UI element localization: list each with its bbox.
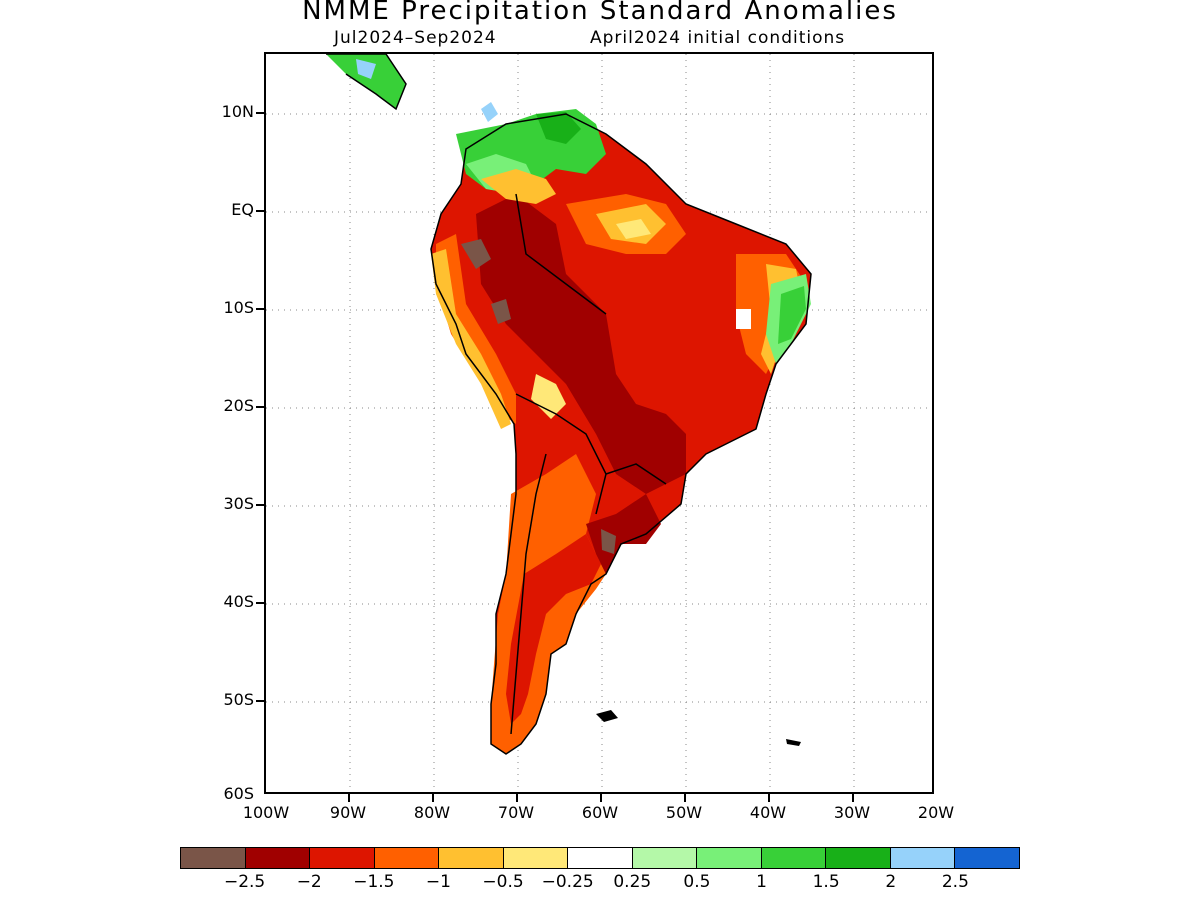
legend-swatch bbox=[310, 848, 375, 868]
coastlines bbox=[326, 54, 812, 755]
x-tick bbox=[516, 794, 518, 802]
lon-label-30w: 30W bbox=[833, 803, 871, 822]
y-tick bbox=[256, 210, 264, 212]
y-tick bbox=[256, 602, 264, 604]
lon-label-90w: 90W bbox=[329, 803, 367, 822]
legend-label: 1.5 bbox=[812, 872, 840, 892]
map-title: NMME Precipitation Standard Anomalies bbox=[302, 0, 898, 26]
legend-label: 1 bbox=[756, 872, 767, 892]
legend-swatch bbox=[245, 848, 311, 868]
continent-fill bbox=[326, 54, 811, 754]
forecast-period: Jul2024–Sep2024 bbox=[334, 28, 497, 48]
legend-swatch bbox=[181, 848, 246, 868]
x-tick bbox=[852, 794, 854, 802]
y-tick bbox=[256, 308, 264, 310]
legend-label: −2 bbox=[296, 872, 322, 892]
lat-label-60s: 60S bbox=[223, 784, 254, 803]
lat-label-eq: EQ bbox=[231, 200, 254, 219]
x-tick bbox=[768, 794, 770, 802]
color-legend-bar bbox=[180, 847, 1020, 869]
legend-swatch bbox=[568, 848, 633, 868]
legend-label: −2.5 bbox=[223, 872, 266, 892]
map-plot-area bbox=[264, 52, 934, 794]
lon-label-40w: 40W bbox=[749, 803, 787, 822]
legend-swatch bbox=[761, 848, 827, 868]
legend-label: 2.5 bbox=[941, 872, 969, 892]
lat-label-20s: 20S bbox=[223, 396, 254, 415]
legend-label: −0.5 bbox=[482, 872, 524, 892]
legend-label: 0.25 bbox=[613, 872, 652, 892]
lon-label-50w: 50W bbox=[665, 803, 703, 822]
y-tick bbox=[256, 504, 264, 506]
y-tick bbox=[256, 112, 264, 114]
initial-conditions: April2024 initial conditions bbox=[590, 28, 846, 48]
y-tick bbox=[256, 700, 264, 702]
legend-label: −0.25 bbox=[541, 872, 594, 892]
legend-swatch bbox=[955, 848, 1019, 868]
legend-swatch bbox=[890, 848, 956, 868]
legend-label: −1 bbox=[425, 872, 451, 892]
lat-label-30s: 30S bbox=[223, 494, 254, 513]
legend-label: 2 bbox=[885, 872, 897, 892]
x-tick bbox=[684, 794, 686, 802]
legend-label: −1.5 bbox=[353, 872, 395, 892]
lon-label-100w: 100W bbox=[242, 803, 290, 822]
legend-swatch bbox=[697, 848, 762, 868]
precipitation-map bbox=[266, 54, 932, 792]
legend-swatch bbox=[826, 848, 891, 868]
legend-swatch bbox=[439, 848, 504, 868]
x-tick bbox=[432, 794, 434, 802]
lon-label-80w: 80W bbox=[413, 803, 451, 822]
legend-label: 0.5 bbox=[683, 872, 711, 892]
x-tick bbox=[600, 794, 602, 802]
lat-label-40s: 40S bbox=[223, 592, 254, 611]
legend-swatch bbox=[632, 848, 698, 868]
south-georgia bbox=[786, 739, 801, 746]
lon-label-20w: 20W bbox=[917, 803, 955, 822]
falkland-islands bbox=[596, 710, 618, 722]
lat-label-10n: 10N bbox=[221, 102, 254, 121]
legend-swatch bbox=[503, 848, 569, 868]
lon-label-60w: 60W bbox=[581, 803, 619, 822]
lat-label-50s: 50S bbox=[223, 690, 254, 709]
lon-label-70w: 70W bbox=[497, 803, 535, 822]
y-tick bbox=[256, 406, 264, 408]
lat-label-10s: 10S bbox=[223, 298, 254, 317]
legend-swatch bbox=[374, 848, 440, 868]
x-tick bbox=[348, 794, 350, 802]
